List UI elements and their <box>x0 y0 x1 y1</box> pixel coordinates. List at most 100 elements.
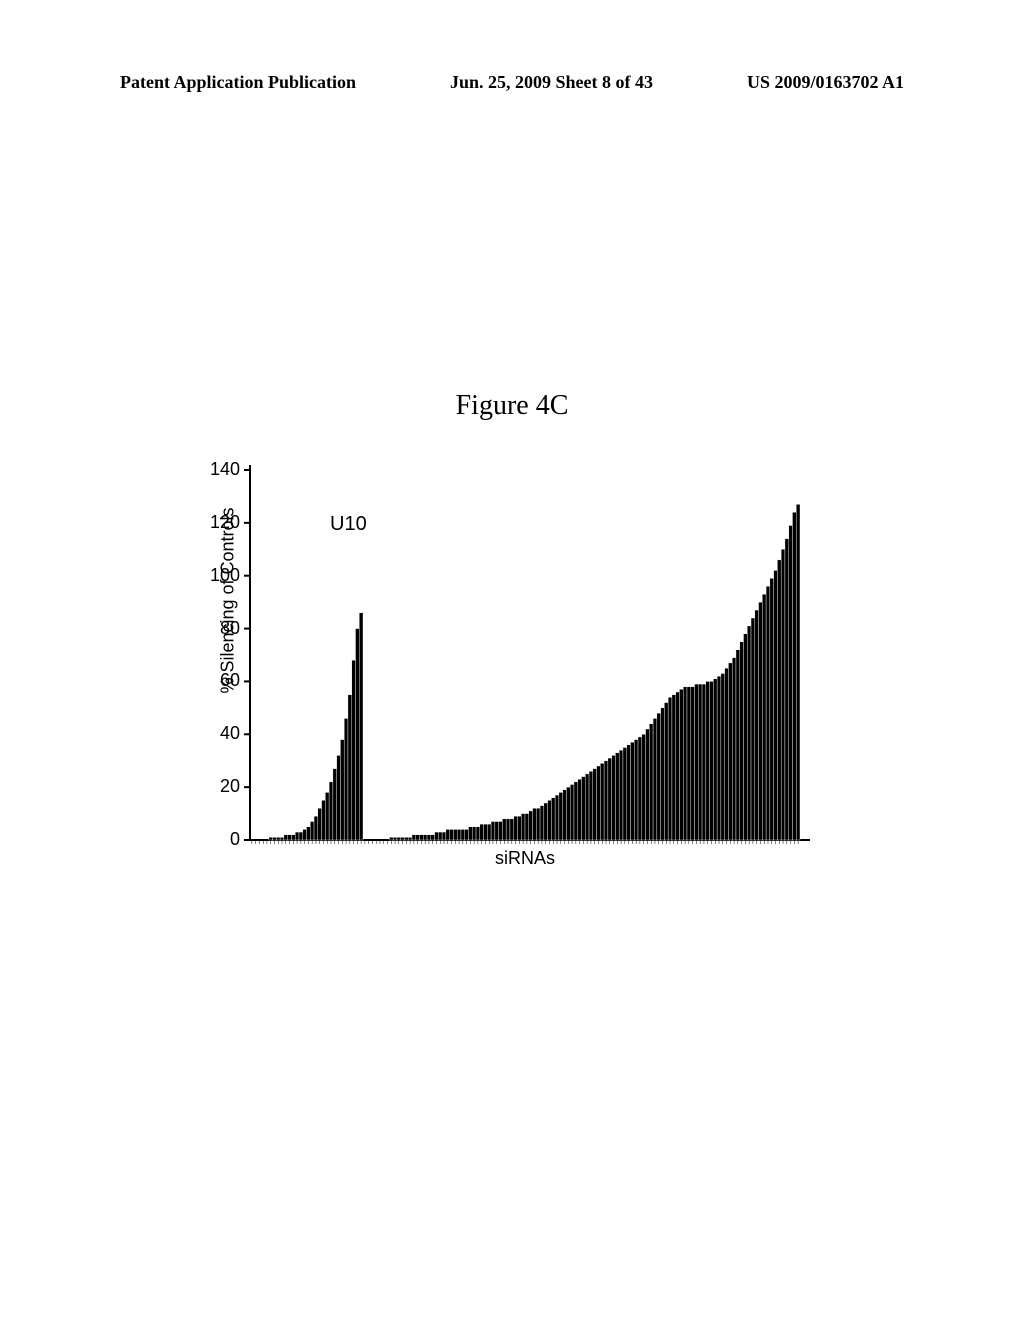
y-tick-label: 100 <box>200 565 240 586</box>
y-axis-label: % Silencing of Controls <box>218 507 239 693</box>
bar <box>649 724 653 840</box>
bar <box>679 689 683 840</box>
page-header: Patent Application Publication Jun. 25, … <box>0 72 1024 93</box>
bar <box>691 687 695 840</box>
plot-svg <box>240 460 830 870</box>
header-center: Jun. 25, 2009 Sheet 8 of 43 <box>450 72 653 93</box>
bar <box>687 687 691 840</box>
y-tick-label: 140 <box>200 459 240 480</box>
bar <box>668 697 672 840</box>
bar <box>728 663 732 840</box>
bar <box>322 800 326 840</box>
bar <box>457 829 461 840</box>
bar <box>551 798 555 840</box>
bar <box>713 679 717 840</box>
bar <box>732 658 736 840</box>
bar <box>710 681 714 840</box>
bar <box>766 586 770 840</box>
bar <box>544 803 548 840</box>
bar <box>789 526 793 841</box>
bar <box>653 718 657 840</box>
bar <box>736 650 740 840</box>
bar <box>706 681 710 840</box>
bar <box>623 748 627 841</box>
bar <box>420 835 424 840</box>
bar <box>770 578 774 840</box>
bar <box>608 758 612 840</box>
bar <box>480 824 484 840</box>
bar <box>404 837 408 840</box>
bar <box>412 835 416 840</box>
bar <box>615 753 619 840</box>
bar <box>355 629 359 840</box>
bar <box>585 774 589 840</box>
bar <box>796 504 800 840</box>
data-label: U10 <box>330 513 367 536</box>
bar <box>574 782 578 840</box>
bar <box>762 594 766 840</box>
bar <box>781 549 785 840</box>
bar <box>657 713 661 840</box>
bar <box>291 835 295 840</box>
bar <box>468 827 472 840</box>
figure-title: Figure 4C <box>0 390 1024 422</box>
bar <box>627 745 631 840</box>
bar <box>578 779 582 840</box>
bar <box>352 660 356 840</box>
bar <box>438 832 442 840</box>
bar <box>484 824 488 840</box>
y-tick-label: 80 <box>200 618 240 639</box>
bar <box>416 835 420 840</box>
bar <box>634 740 638 840</box>
bar <box>491 822 495 841</box>
bar <box>792 512 796 840</box>
bar <box>401 837 405 840</box>
bar <box>777 560 781 840</box>
bar <box>646 729 650 840</box>
bar <box>408 837 412 840</box>
bar <box>506 819 510 840</box>
bar <box>740 642 744 840</box>
bar <box>642 734 646 840</box>
bar <box>672 695 676 840</box>
bar <box>548 800 552 840</box>
bar <box>717 676 721 840</box>
bar <box>597 766 601 840</box>
bar <box>638 737 642 840</box>
bar <box>487 824 491 840</box>
bar <box>702 684 706 840</box>
bar <box>435 832 439 840</box>
bar <box>612 755 616 840</box>
bar <box>431 835 435 840</box>
bar <box>325 792 329 840</box>
bar <box>566 787 570 840</box>
header-left: Patent Application Publication <box>120 72 356 93</box>
y-tick-label: 40 <box>200 723 240 744</box>
bar <box>676 692 680 840</box>
bar <box>695 684 699 840</box>
bar <box>721 674 725 841</box>
bar <box>593 769 597 840</box>
bar <box>303 829 307 840</box>
bar <box>461 829 465 840</box>
bar <box>453 829 457 840</box>
bar <box>476 827 480 840</box>
bar <box>540 806 544 840</box>
bar <box>442 832 446 840</box>
bar <box>525 814 529 840</box>
bar <box>307 827 311 840</box>
chart-area: 020406080100120140siRNAsU10 <box>240 460 830 890</box>
bar <box>759 602 763 840</box>
y-tick-label: 120 <box>200 512 240 533</box>
bar <box>698 684 702 840</box>
y-tick-label: 60 <box>200 670 240 691</box>
bar <box>570 785 574 841</box>
bar <box>785 539 789 840</box>
bar <box>295 832 299 840</box>
bar <box>533 808 537 840</box>
bar <box>269 837 273 840</box>
bar <box>273 837 277 840</box>
bar <box>276 837 280 840</box>
bar <box>555 795 559 840</box>
header-right: US 2009/0163702 A1 <box>747 72 904 93</box>
